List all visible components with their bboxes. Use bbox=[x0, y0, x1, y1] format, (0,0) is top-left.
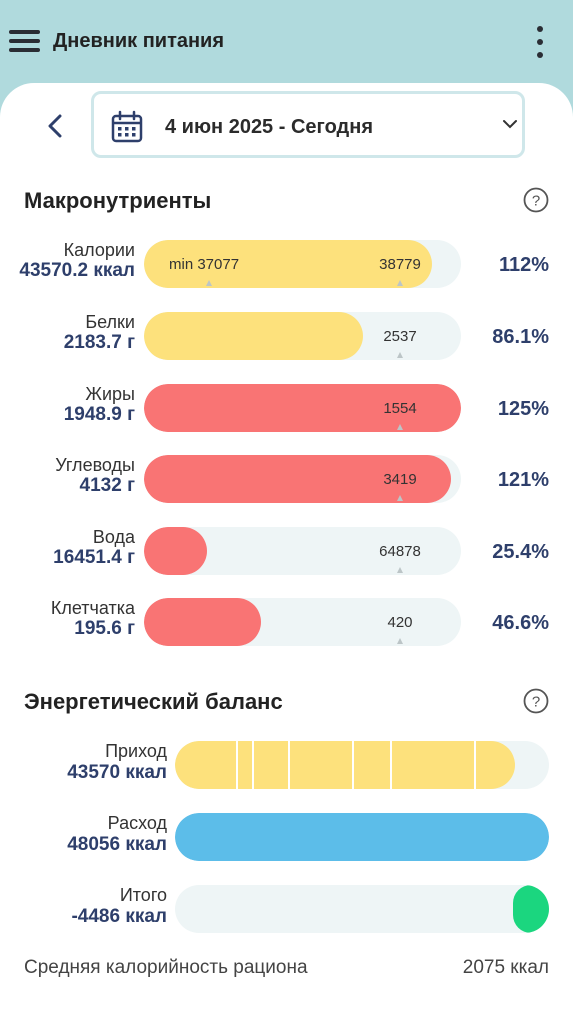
target-marker bbox=[397, 352, 403, 358]
calendar-icon bbox=[111, 110, 143, 143]
macro-value: 2183.7 г bbox=[63, 332, 135, 353]
macro-name: Клетчатка bbox=[50, 598, 135, 618]
energy-value: 48056 ккал bbox=[67, 834, 167, 855]
svg-text:?: ? bbox=[532, 193, 540, 210]
energy-progress-fill bbox=[175, 813, 549, 861]
target-marker bbox=[397, 495, 403, 501]
macro-value: 43570.2 ккал bbox=[19, 260, 135, 281]
macro-progress-fill bbox=[144, 384, 461, 432]
macro-percent: 112% bbox=[498, 254, 549, 276]
chevron-down-icon bbox=[503, 120, 517, 129]
macro-name: Вода bbox=[92, 527, 135, 547]
target-marker bbox=[397, 638, 403, 644]
kebab-menu-icon[interactable] bbox=[530, 24, 550, 60]
macro-progress-track bbox=[144, 527, 461, 575]
energy-progress-fill bbox=[513, 885, 549, 933]
macro-value: 1948.9 г bbox=[63, 404, 135, 425]
macro-value: 4132 г bbox=[79, 475, 135, 496]
meal-segment-divider bbox=[236, 741, 238, 789]
macro-target-label: 38779 bbox=[379, 256, 421, 273]
meal-segment-divider bbox=[390, 741, 392, 789]
macro-target-label: 2537 bbox=[383, 328, 417, 345]
energy-value: 43570 ккал bbox=[67, 762, 167, 783]
meal-segment-divider bbox=[252, 741, 254, 789]
macro-percent: 121% bbox=[497, 469, 549, 491]
energy-value: -4486 ккал bbox=[71, 906, 167, 927]
app-bar: Дневник питания bbox=[0, 0, 573, 90]
macro-percent: 86.1% bbox=[492, 326, 549, 348]
macro-name: Белки bbox=[85, 312, 135, 332]
target-marker bbox=[397, 567, 403, 573]
min-marker bbox=[206, 280, 212, 286]
meal-segment-divider bbox=[474, 741, 476, 789]
macro-name: Калории bbox=[63, 240, 135, 260]
macro-progress-track bbox=[144, 240, 461, 288]
macro-target-label: 1554 bbox=[383, 400, 417, 417]
macro-percent: 125% bbox=[497, 398, 549, 420]
energy-progress-track bbox=[175, 741, 549, 789]
macro-progress-track bbox=[144, 312, 461, 360]
energy-name: Расход bbox=[107, 813, 167, 833]
question-circle-icon[interactable]: ? bbox=[523, 187, 549, 213]
macro-min-label: min 37077 bbox=[169, 256, 240, 273]
meal-segment-divider bbox=[352, 741, 354, 789]
energy-name: Приход bbox=[105, 741, 167, 761]
macro-progress-fill bbox=[144, 312, 363, 360]
energy-title: Энергетический баланс bbox=[24, 689, 283, 714]
meal-segment-divider bbox=[288, 741, 290, 789]
macro-progress-track bbox=[144, 598, 461, 646]
target-marker bbox=[397, 280, 403, 286]
macro-percent: 25.4% bbox=[492, 541, 549, 563]
chevron-left-icon[interactable] bbox=[44, 113, 68, 139]
question-circle-icon[interactable]: ? bbox=[523, 688, 549, 714]
macro-target-label: 3419 bbox=[383, 471, 417, 488]
energy-name: Итого bbox=[119, 885, 167, 905]
app-title: Дневник питания bbox=[53, 30, 225, 52]
macro-name: Углеводы bbox=[55, 455, 135, 475]
macros-title: Макронутриенты bbox=[24, 188, 212, 213]
macro-progress-fill bbox=[144, 527, 207, 575]
macro-percent: 46.6% bbox=[492, 612, 549, 634]
hamburger-menu-icon[interactable] bbox=[9, 28, 41, 54]
date-label: 4 июн 2025 - Сегодня bbox=[165, 116, 373, 138]
macro-value: 195.6 г bbox=[74, 618, 135, 639]
energy-progress-track bbox=[175, 813, 549, 861]
energy-progress-track bbox=[175, 885, 549, 933]
macro-progress-fill bbox=[144, 240, 432, 288]
target-marker bbox=[397, 424, 403, 430]
date-selector[interactable]: 4 июн 2025 - Сегодня bbox=[91, 91, 525, 158]
macro-target-label: 420 bbox=[387, 614, 413, 631]
macro-name: Жиры bbox=[85, 384, 135, 404]
macro-progress-track bbox=[144, 384, 461, 432]
avg-calories-value: 2075 ккал bbox=[462, 957, 549, 978]
svg-text:?: ? bbox=[532, 694, 540, 711]
energy-progress-fill bbox=[175, 741, 515, 789]
macro-value: 16451.4 г bbox=[53, 547, 135, 568]
avg-calories-label: Средняя калорийность рациона bbox=[24, 957, 308, 978]
macro-target-label: 64878 bbox=[379, 543, 421, 560]
macro-progress-fill bbox=[144, 598, 261, 646]
